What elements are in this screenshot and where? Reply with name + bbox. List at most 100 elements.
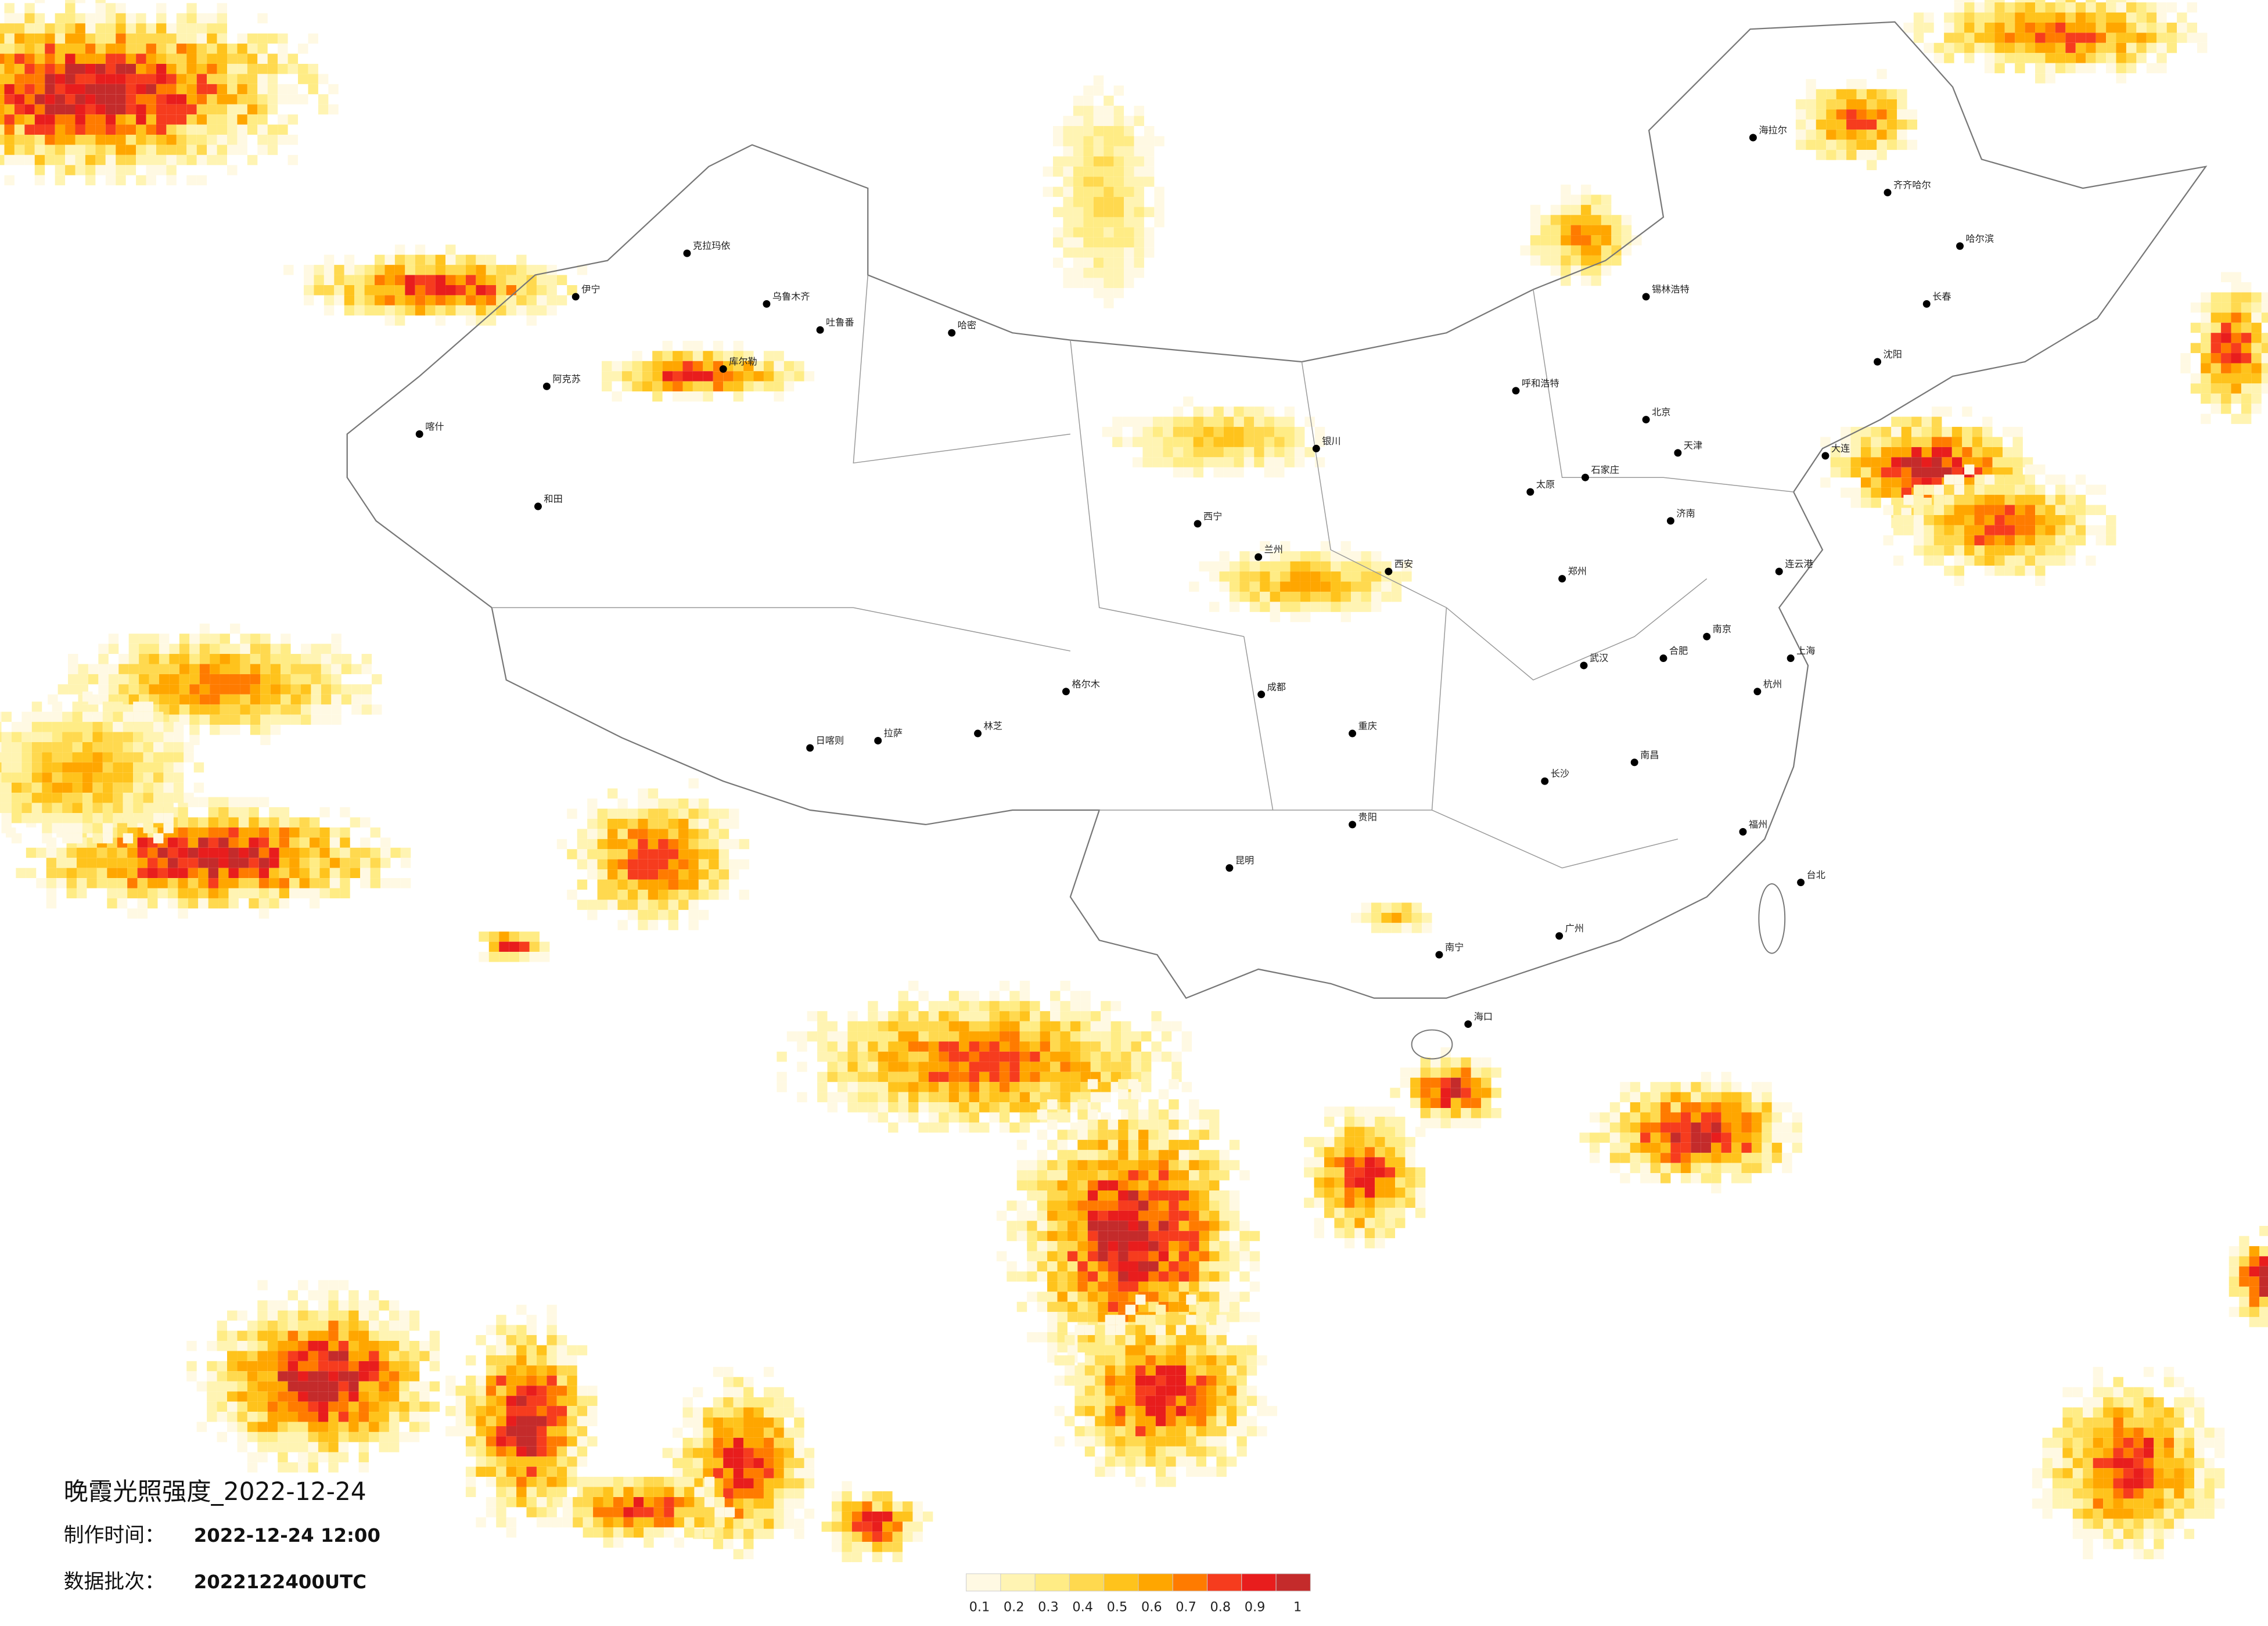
field-cell <box>102 742 113 753</box>
field-cell <box>692 1407 703 1418</box>
field-cell <box>1314 1177 1324 1188</box>
field-cell <box>4 114 15 125</box>
field-cell <box>298 1442 308 1452</box>
field-cell <box>0 752 2 762</box>
field-cell <box>2045 474 2055 485</box>
field-cell <box>898 1112 908 1123</box>
field-cell <box>607 869 618 880</box>
field-cell <box>257 53 268 64</box>
field-cell <box>167 847 178 858</box>
field-cell <box>257 44 268 54</box>
field-cell <box>1169 1231 1179 1242</box>
field-cell <box>31 722 42 732</box>
field-cell <box>257 114 268 125</box>
field-cell <box>2123 1418 2134 1428</box>
field-cell <box>1110 1021 1122 1032</box>
field-cell <box>577 1386 588 1396</box>
field-cell <box>1361 581 1371 592</box>
field-cell <box>309 858 320 868</box>
field-cell <box>1395 1218 1406 1228</box>
field-cell <box>1219 1150 1230 1160</box>
field-cell <box>2004 22 2015 33</box>
field-cell <box>1125 1466 1135 1477</box>
field-cell <box>257 1431 268 1442</box>
field-cell <box>123 742 134 753</box>
field-cell <box>918 1082 929 1092</box>
field-cell <box>92 803 103 813</box>
field-cell <box>308 74 318 84</box>
field-cell <box>1148 1139 1159 1150</box>
field-cell <box>1385 1136 1396 1147</box>
field-cell <box>2025 474 2036 485</box>
field-cell <box>66 847 77 858</box>
field-cell <box>351 684 362 695</box>
field-cell <box>1060 1011 1070 1021</box>
field-cell <box>668 879 679 890</box>
field-cell <box>4 74 15 84</box>
field-cell <box>1226 1365 1237 1376</box>
field-cell <box>331 654 342 664</box>
field-cell <box>116 23 126 34</box>
field-cell <box>688 879 699 890</box>
field-cell <box>303 295 314 305</box>
field-cell <box>42 833 52 844</box>
field-cell <box>257 1422 268 1432</box>
field-cell <box>1640 1132 1651 1143</box>
field-cell <box>92 813 103 823</box>
field-cell <box>2015 2 2025 13</box>
field-cell <box>210 634 220 644</box>
field-cell <box>328 1321 339 1331</box>
field-cell <box>267 1341 278 1351</box>
field-cell <box>908 1031 919 1042</box>
field-cell <box>143 752 153 762</box>
field-cell <box>989 1031 1000 1042</box>
field-cell <box>399 1330 409 1341</box>
field-cell <box>1186 1416 1196 1426</box>
field-cell <box>278 63 288 74</box>
field-cell <box>1741 1102 1752 1113</box>
field-cell <box>153 772 164 783</box>
field-cell <box>267 1310 278 1321</box>
field-cell <box>1246 1386 1257 1396</box>
field-cell <box>34 134 45 145</box>
field-cell <box>1354 1228 1365 1239</box>
field-cell <box>1239 1231 1250 1242</box>
field-cell <box>159 674 170 685</box>
field-cell <box>338 1412 349 1422</box>
field-cell <box>794 1418 804 1428</box>
field-cell <box>1237 1436 1247 1447</box>
field-cell <box>888 1051 898 1062</box>
field-cell <box>36 878 46 888</box>
field-cell <box>847 1011 858 1021</box>
field-cell <box>2116 12 2126 23</box>
field-cell <box>1115 1426 1126 1437</box>
field-cell <box>465 1477 476 1487</box>
field-cell <box>207 1381 217 1392</box>
field-cell <box>1340 602 1352 612</box>
field-cell <box>496 1325 506 1336</box>
field-cell <box>1125 1446 1135 1457</box>
field-cell <box>76 878 87 888</box>
field-cell <box>2123 1498 2134 1509</box>
field-cell <box>774 1397 784 1408</box>
field-cell <box>260 735 271 745</box>
field-cell <box>210 654 220 664</box>
field-cell <box>42 732 52 742</box>
field-cell <box>733 1498 744 1509</box>
field-cell <box>208 858 219 868</box>
field-cell <box>577 1456 588 1467</box>
field-cell <box>868 1062 878 1072</box>
field-cell <box>354 285 365 296</box>
field-cell <box>774 1488 784 1499</box>
field-cell <box>311 643 321 654</box>
field-cell <box>1850 437 1861 447</box>
field-cell <box>328 1330 339 1341</box>
field-cell <box>75 114 85 125</box>
field-cell <box>1257 1426 1267 1437</box>
field-cell <box>186 84 197 95</box>
field-cell <box>1385 1116 1396 1127</box>
field-cell <box>1897 89 1907 99</box>
field-cell <box>1877 109 1887 120</box>
field-cell <box>2045 555 2055 566</box>
field-cell <box>2035 535 2046 546</box>
